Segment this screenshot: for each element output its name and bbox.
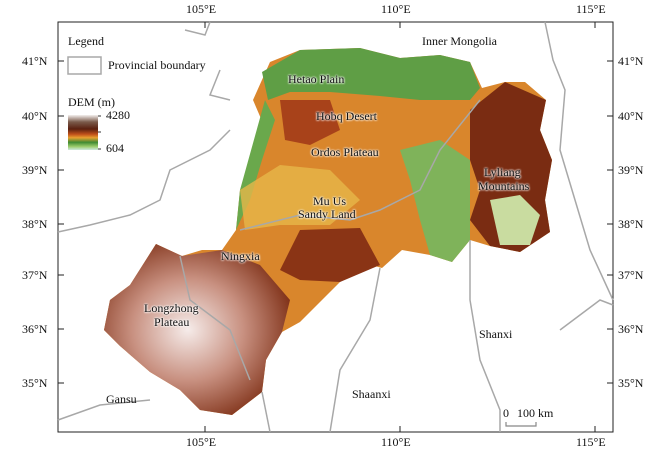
- lon-label-115-bottom: 115°E: [576, 435, 606, 449]
- lat-label-39: 39°N: [22, 163, 48, 177]
- lat-label-38: 38°N: [22, 217, 48, 231]
- lon-label-105-bottom: 105°E: [186, 435, 217, 449]
- lat-label-35-right: 35°N: [618, 376, 644, 390]
- lat-label-40: 40°N: [22, 109, 48, 123]
- legend-ramp-ticks: [98, 115, 101, 150]
- legend-dem-title: DEM (m): [68, 95, 115, 109]
- map-frame: [57, 21, 614, 433]
- lon-label-105: 105°E: [186, 2, 217, 16]
- label-longzhong: Longzhong: [144, 301, 199, 315]
- label-plateau: Plateau: [154, 315, 190, 329]
- scale-distance: 100 km: [517, 406, 554, 420]
- scale-bar: [505, 422, 537, 427]
- lat-label-37: 37°N: [22, 268, 48, 282]
- lat-label-40-right: 40°N: [618, 109, 644, 123]
- lat-label-38-right: 38°N: [618, 217, 644, 231]
- legend-dem-min: 604: [106, 141, 124, 155]
- label-inner-mongolia: Inner Mongolia: [422, 34, 497, 48]
- lat-label-36: 36°N: [22, 322, 48, 336]
- legend-dem-max: 4280: [106, 108, 130, 122]
- label-mountains: Mountains: [478, 179, 530, 193]
- label-gansu: Gansu: [106, 392, 137, 406]
- label-mu-us-line1: Mu Us: [313, 194, 347, 208]
- label-mu-us: Mu Us: [313, 195, 346, 208]
- study-area-dem: [104, 48, 552, 415]
- legend-dem-ramp: [68, 115, 98, 150]
- label-lyliang: Lyliang: [484, 165, 521, 179]
- legend-boundary-label: Provincial boundary: [108, 58, 206, 72]
- lon-label-115: 115°E: [576, 2, 606, 16]
- lat-label-41: 41°N: [22, 54, 48, 68]
- label-hobq-desert: Hobq Desert: [316, 109, 377, 123]
- lat-label-41-right: 41°N: [618, 54, 644, 68]
- label-shanxi: Shanxi: [479, 327, 513, 341]
- lat-label-35: 35°N: [22, 376, 48, 390]
- lat-label-37-right: 37°N: [618, 268, 644, 282]
- provincial-boundaries: [57, 21, 614, 433]
- label-ordos-plateau: Ordos Plateau: [311, 145, 379, 159]
- label-hetao-plain: Hetao Plain: [288, 72, 345, 86]
- graticule-ticks: [58, 22, 613, 432]
- lon-label-110: 110°E: [381, 2, 411, 16]
- legend-boundary-swatch: [67, 56, 102, 75]
- label-sandy-land: Sandy Land: [298, 207, 356, 221]
- lat-label-39-right: 39°N: [618, 163, 644, 177]
- lon-label-110-bottom: 110°E: [381, 435, 411, 449]
- legend-title: Legend: [68, 34, 104, 48]
- label-shaanxi: Shaanxi: [352, 387, 391, 401]
- lat-label-36-right: 36°N: [618, 322, 644, 336]
- scale-zero: 0: [503, 406, 509, 420]
- label-ningxia: Ningxia: [221, 249, 260, 263]
